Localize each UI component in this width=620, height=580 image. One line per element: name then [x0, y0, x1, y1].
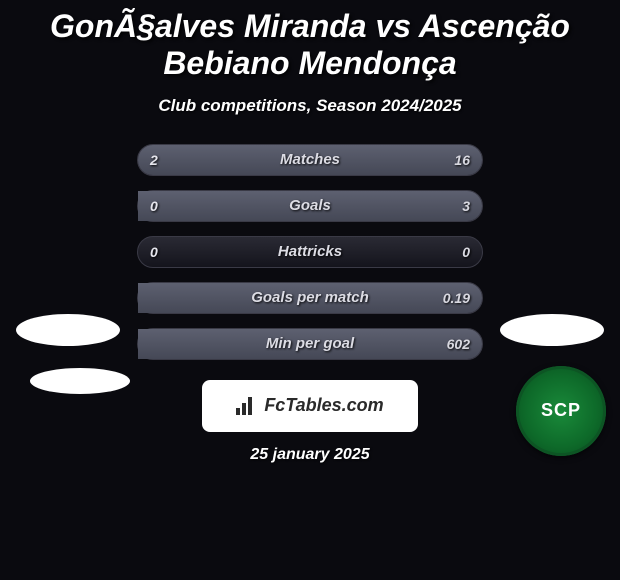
stat-value-right: 0	[462, 244, 470, 260]
stat-value-left: 2	[150, 152, 158, 168]
player-left-club-placeholder	[30, 368, 130, 394]
stat-value-right: 602	[447, 336, 470, 352]
stat-bars: 2 16 Matches 0 3 Goals 0 0 Hattricks 0.19 Goals pe…	[137, 144, 483, 360]
stat-label: Goals per match	[251, 289, 369, 306]
stat-value-left: 0	[150, 198, 158, 214]
club-badge-text: SCP	[541, 401, 581, 420]
footer-date: 25 january 2025	[8, 446, 612, 464]
player-right-club-badge: SCP	[516, 366, 606, 456]
player-left-photo-placeholder	[16, 314, 120, 346]
stat-bar: 0 3 Goals	[137, 190, 483, 222]
stat-label: Min per goal	[266, 335, 354, 352]
brand-pill[interactable]: FcTables.com	[202, 380, 418, 432]
page-title: GonÃ§alves Miranda vs Ascenção Bebiano M…	[8, 8, 612, 82]
stat-value-left: 0	[150, 244, 158, 260]
stat-label: Matches	[280, 151, 340, 168]
season-subtitle: Club competitions, Season 2024/2025	[8, 96, 612, 116]
stats-stage: SCP 2 16 Matches 0 3 Goals 0 0 Hattricks 0.19 Goal…	[8, 144, 612, 464]
stat-bar: 2 16 Matches	[137, 144, 483, 176]
stat-label: Hattricks	[278, 243, 342, 260]
stat-bar: 0 0 Hattricks	[137, 236, 483, 268]
stat-bar: 602 Min per goal	[137, 328, 483, 360]
stat-value-right: 3	[462, 198, 470, 214]
bar-chart-icon	[236, 397, 258, 415]
comparison-card: GonÃ§alves Miranda vs Ascenção Bebiano M…	[0, 0, 620, 580]
stat-label: Goals	[289, 197, 331, 214]
player-right-photo-placeholder	[500, 314, 604, 346]
stat-value-right: 0.19	[443, 290, 470, 306]
stat-value-right: 16	[454, 152, 470, 168]
brand-text: FcTables.com	[264, 395, 383, 416]
stat-bar: 0.19 Goals per match	[137, 282, 483, 314]
